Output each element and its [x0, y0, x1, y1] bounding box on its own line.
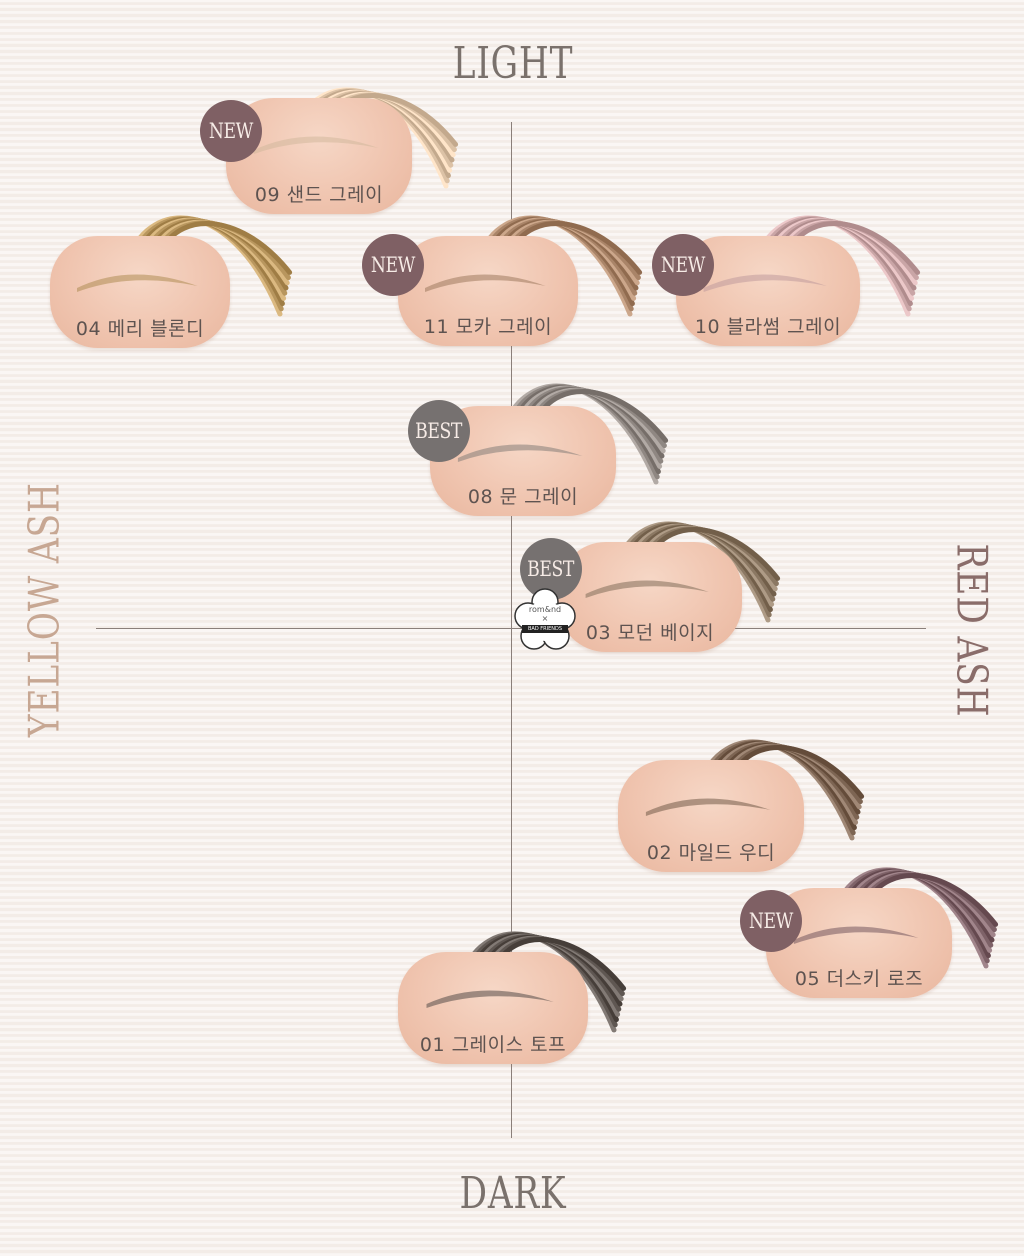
- axis-label-dark: DARK: [459, 1168, 567, 1219]
- collab-logo: rom&nd × BAD FRIENDS: [514, 588, 576, 654]
- eyebrow-shape: [425, 274, 546, 292]
- eyebrow-shape: [457, 444, 583, 462]
- shade-card-08[interactable]: 08 문 그레이 BEST: [408, 383, 669, 516]
- shade-pill: [398, 952, 588, 1064]
- eyebrow-shape: [77, 274, 198, 292]
- eyebrow-shape: [426, 990, 554, 1008]
- horizontal-axis: [96, 628, 926, 629]
- shade-name: 08 문 그레이: [467, 486, 579, 508]
- shade-pill: [398, 236, 578, 346]
- shade-badge: NEW: [362, 234, 424, 296]
- eyebrow-shape: [793, 926, 919, 944]
- shade-name: 03 모던 베이지: [585, 622, 715, 644]
- eyebrow-swatch: [703, 274, 827, 292]
- shade-badge: NEW: [200, 100, 262, 162]
- shade-pill: [618, 760, 804, 872]
- eyebrow-swatch: [425, 274, 546, 292]
- axis-label-red-ash: RED ASH: [947, 543, 997, 718]
- shade-name: 01 그레이스 토프: [419, 1034, 567, 1056]
- axis-label-yellow-ash: YELLOW ASH: [19, 482, 69, 738]
- eyebrow-swatch: [253, 136, 379, 154]
- eyebrow-swatch: [77, 274, 198, 292]
- shade-name: 11 모카 그레이: [423, 316, 553, 338]
- eyebrow-shape: [645, 798, 771, 816]
- logo-text: ×: [541, 614, 549, 623]
- shade-name: 10 블라썸 그레이: [694, 316, 842, 338]
- shade-name: 02 마일드 우디: [646, 842, 776, 864]
- axis-label-light: LIGHT: [452, 38, 574, 89]
- shade-card-10[interactable]: 10 블라썸 그레이 NEW: [652, 215, 921, 346]
- shade-card-04[interactable]: 04 메리 블론디: [50, 215, 293, 348]
- shade-card-11[interactable]: 11 모카 그레이 NEW: [362, 215, 643, 346]
- shade-pill: [558, 542, 742, 652]
- shade-badge: NEW: [652, 234, 714, 296]
- shade-badge: BEST: [408, 400, 470, 462]
- shade-card-09[interactable]: 09 샌드 그레이 NEW: [200, 87, 459, 214]
- shade-name: 09 샌드 그레이: [254, 184, 384, 206]
- eyebrow-shape: [703, 274, 827, 292]
- shade-name: 04 메리 블론디: [75, 318, 205, 340]
- brush-swatch: [503, 383, 669, 485]
- eyebrow-swatch: [585, 580, 709, 598]
- vertical-axis: [511, 122, 512, 1138]
- shade-pill: [50, 236, 230, 348]
- eyebrow-swatch: [793, 926, 919, 944]
- shade-card-03[interactable]: 03 모던 베이지 BEST: [520, 521, 781, 652]
- shade-badge: NEW: [740, 890, 802, 952]
- shade-card-02[interactable]: 02 마일드 우디: [618, 739, 865, 872]
- shade-card-01[interactable]: 01 그레이스 토프: [398, 931, 627, 1064]
- eyebrow-swatch: [457, 444, 583, 462]
- shade-card-05[interactable]: 05 더스키 로즈 NEW: [740, 867, 999, 998]
- eyebrow-swatch: [426, 990, 554, 1008]
- logo-text: rom&nd: [528, 605, 562, 614]
- logo-text: BAD FRIENDS: [522, 625, 568, 633]
- brush-streak: [535, 389, 669, 443]
- eyebrow-shape: [253, 136, 379, 154]
- shade-name: 05 더스키 로즈: [794, 968, 924, 990]
- eyebrow-swatch: [645, 798, 771, 816]
- eyebrow-shape: [585, 580, 709, 598]
